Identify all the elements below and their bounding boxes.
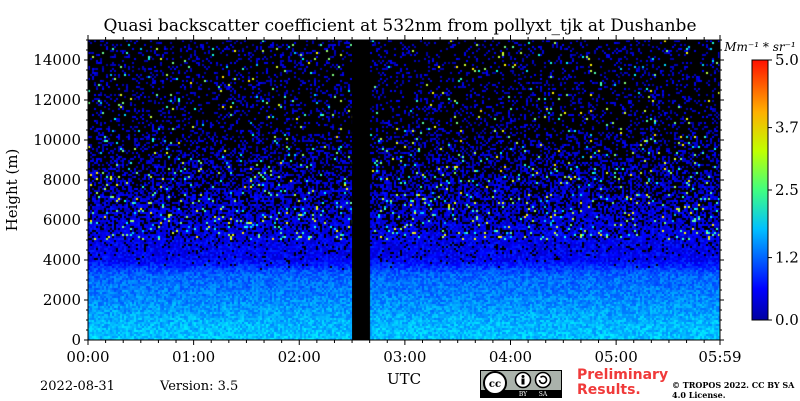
x-tick-label: 04:00: [489, 348, 532, 366]
svg-text:cc: cc: [489, 379, 501, 390]
x-tick-label: 00:00: [66, 348, 109, 366]
backscatter-heatmap: [88, 40, 720, 340]
preliminary-results-label: Preliminary Results.: [577, 367, 669, 398]
colorbar-tick-label: 1.2: [775, 249, 799, 267]
colorbar-tick-label: 5.0: [775, 51, 799, 69]
colorbar-unit-label: Mm⁻¹ * sr⁻¹: [723, 40, 795, 54]
colorbar: [751, 59, 769, 321]
y-tick-label: 8000: [43, 171, 81, 189]
copyright-label: © TROPOS 2022. CC BY SA 4.0 License.: [672, 380, 795, 400]
y-tick-label: 2000: [43, 291, 81, 309]
x-tick-label: 02:00: [278, 348, 321, 366]
version-label: Version: 3.5: [160, 379, 239, 394]
plot-area: [88, 40, 720, 340]
x-tick-label: 03:00: [383, 348, 426, 366]
data-gap-band: [352, 40, 370, 340]
cc-license-badge: cc BY SA: [480, 370, 562, 398]
colorbar-tick-label: 0.0: [775, 311, 799, 329]
y-tick-label: 6000: [43, 211, 81, 229]
cc-by-sa-icon: cc BY SA: [481, 371, 561, 398]
colorbar-ticks: 0.0 1.2 2.5 3.7 5.0: [768, 51, 799, 329]
colorbar-tick-label: 2.5: [775, 181, 799, 199]
x-tick-label: 05:00: [595, 348, 638, 366]
svg-text:BY: BY: [519, 391, 528, 397]
svg-text:SA: SA: [539, 391, 548, 397]
x-tick-label: 05:59: [698, 348, 741, 366]
x-tick-label: 01:00: [172, 348, 215, 366]
y-tick-label: 14000: [33, 51, 81, 69]
y-tick-label: 12000: [33, 91, 81, 109]
y-axis-label: Height (m): [3, 149, 21, 232]
date-label: 2022-08-31: [40, 379, 115, 394]
axes: 0 2000 4000 6000 8000 10000 12000 14000 00:00 01:…: [33, 35, 742, 366]
x-axis-label: UTC: [387, 370, 421, 388]
chart-title: Quasi backscatter coefficient at 532nm f…: [103, 16, 697, 36]
y-tick-label: 10000: [33, 131, 81, 149]
y-tick-label: 0: [71, 331, 81, 349]
y-tick-label: 4000: [43, 251, 81, 269]
colorbar-tick-label: 3.7: [775, 119, 799, 137]
